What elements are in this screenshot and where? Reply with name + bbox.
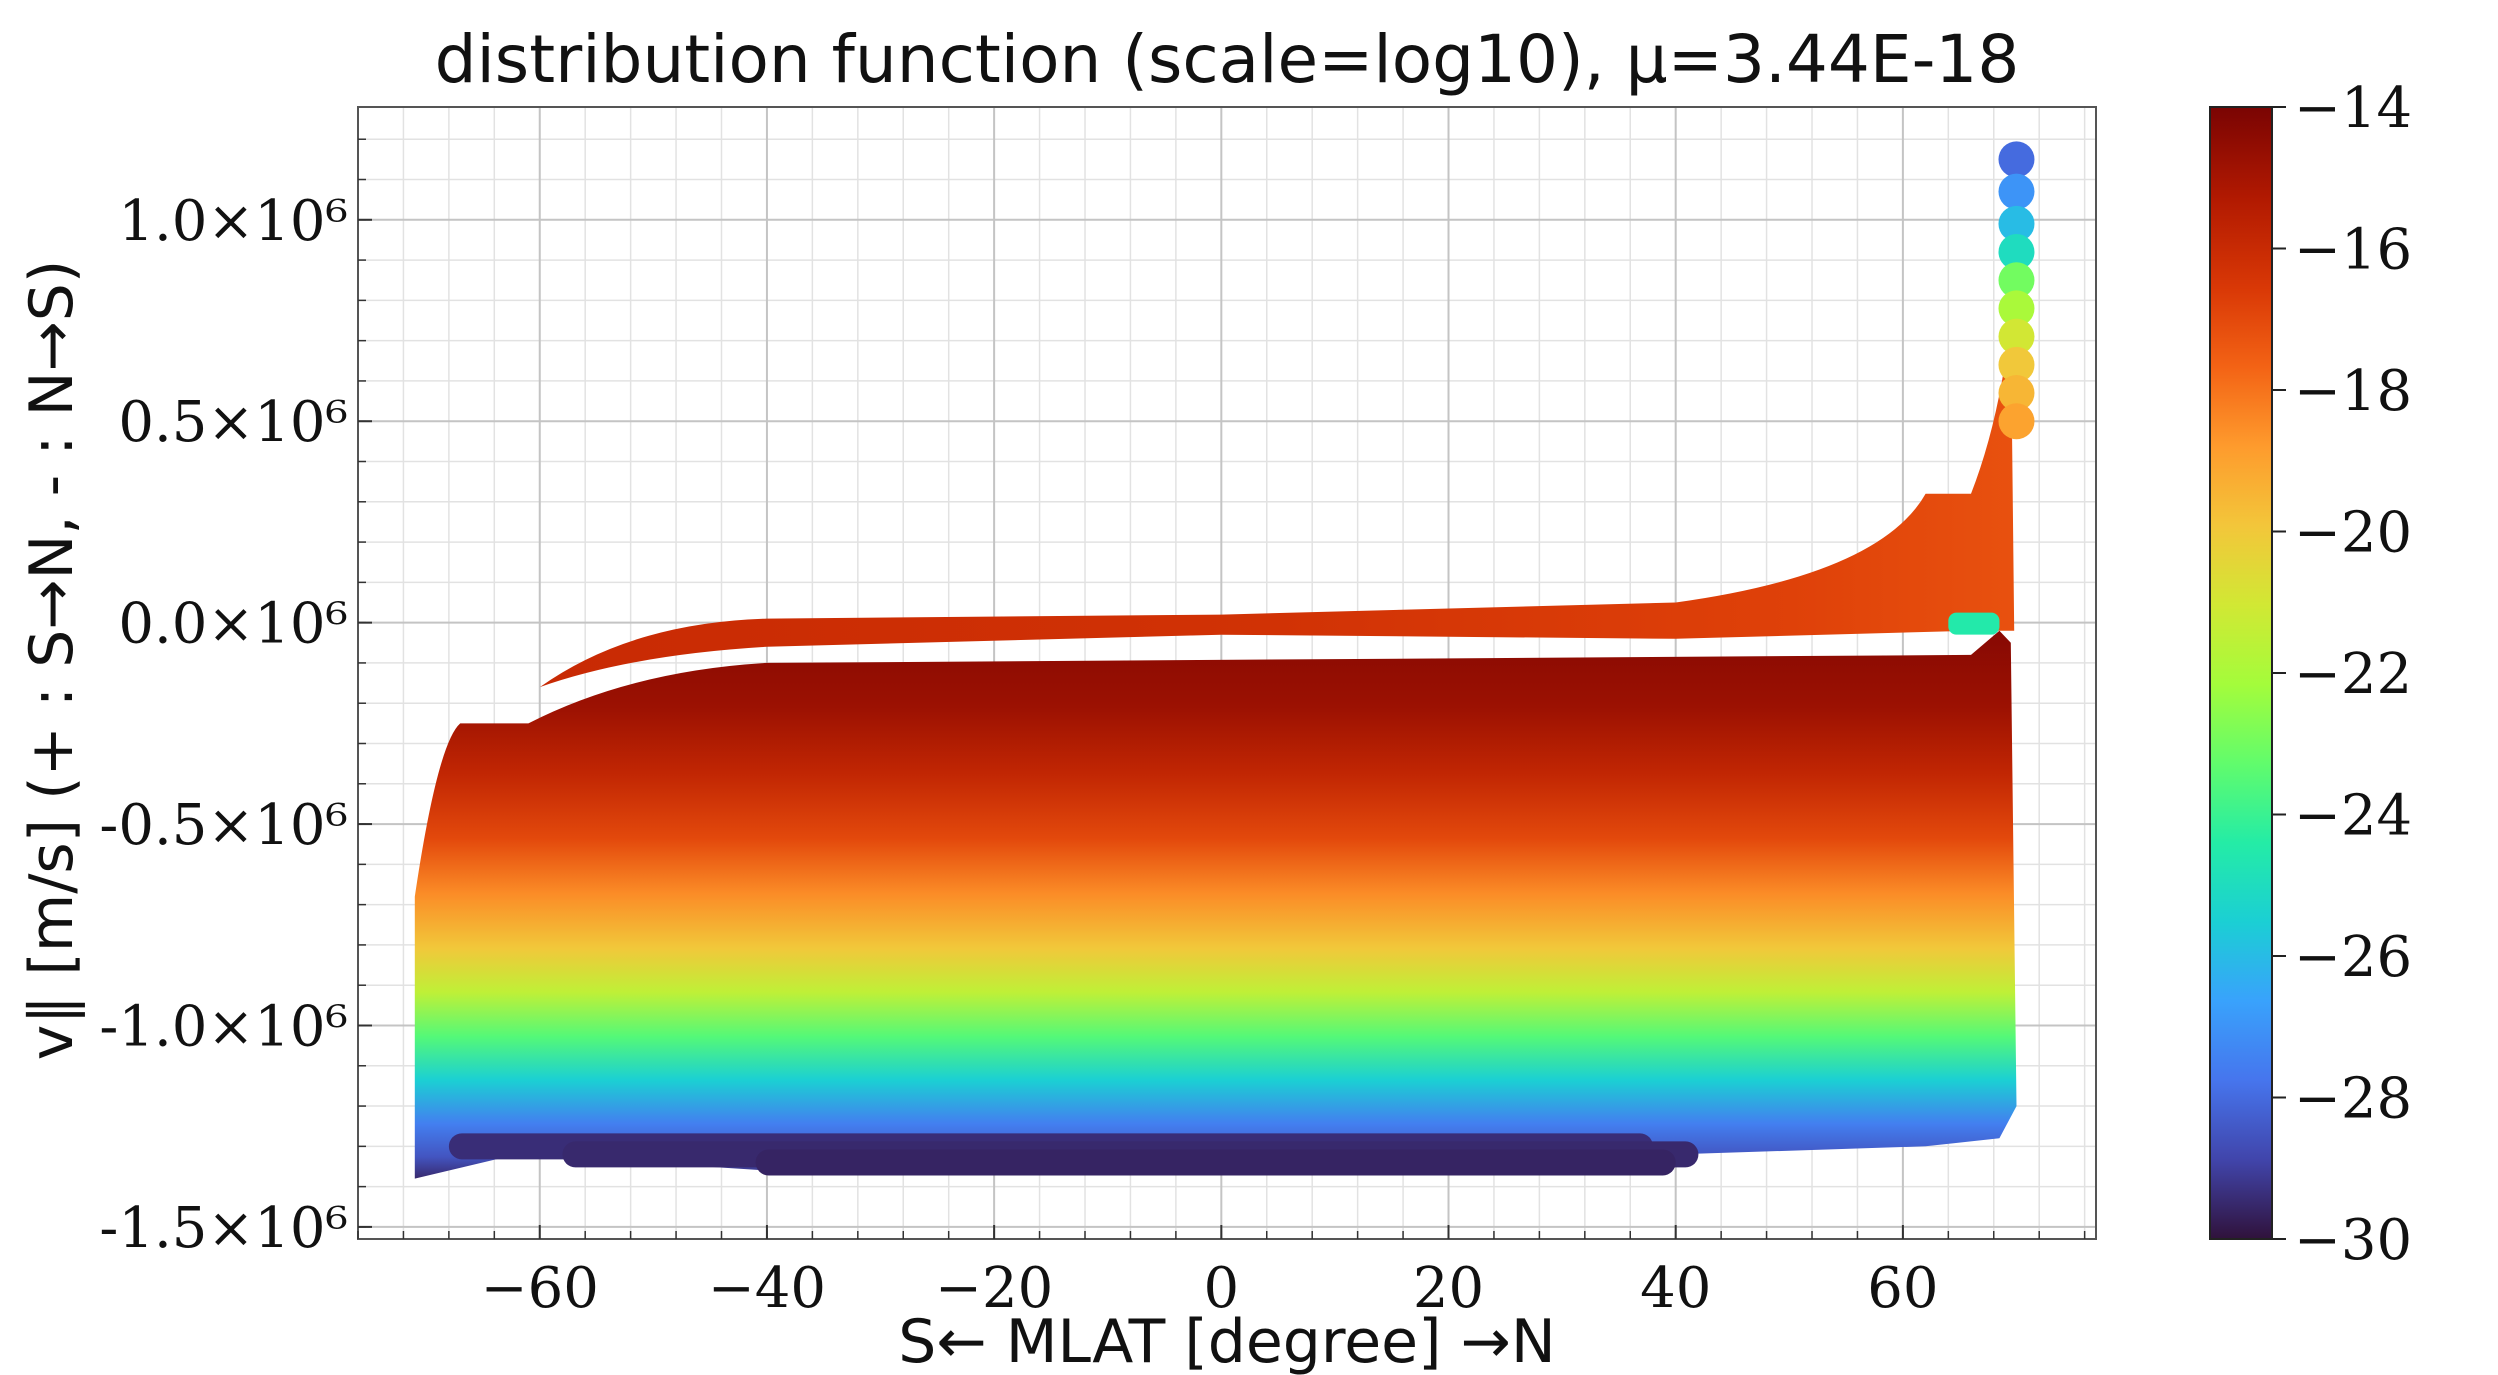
y-axis-ticks: -1.5×10⁶ -1.0×10⁶ -0.5×10⁶ 0.0×10⁶ 0.5×10⁶ 1.… [99, 138, 372, 1261]
colorbar-ticks: −14 −16 −18 −20 −22 −24 −26 −28 −30 [2272, 76, 2412, 1273]
y-axis-label: v∥ [m/s] (+ : S→N, - : N→S) [17, 260, 87, 1060]
colorbar-tick-label: −14 [2294, 76, 2412, 141]
x-axis-ticks: −60 −40 −20 0 20 40 60 [357, 1225, 2086, 1321]
colorbar-tick-label: −30 [2294, 1208, 2412, 1273]
colorbar-tick-label: −26 [2294, 925, 2412, 990]
y-tick-label: -0.5×10⁶ [99, 793, 348, 858]
tail-point [1998, 403, 2035, 440]
tail-point [1998, 318, 2035, 355]
colorbar-tick-label: −18 [2294, 359, 2412, 424]
x-tick-label: 0 [1204, 1256, 1240, 1321]
x-tick-label: −40 [708, 1256, 826, 1321]
tail-point [1998, 205, 2035, 242]
y-tick-label: 1.0×10⁶ [118, 189, 348, 254]
colorbar [2209, 106, 2273, 1240]
y-tick-label: 0.0×10⁶ [118, 592, 348, 657]
data-region [414, 320, 2017, 1179]
lower-band-region [414, 630, 2017, 1179]
colorbar-tick-label: −24 [2294, 784, 2412, 849]
tail-point [1998, 173, 2035, 210]
x-tick-label: 20 [1413, 1256, 1484, 1321]
tail-point [1998, 346, 2035, 383]
tail-point [1998, 290, 2035, 327]
colorbar-tick-label: −16 [2294, 218, 2412, 283]
colorbar-tick-label: −28 [2294, 1067, 2412, 1132]
upper-band-region [539, 320, 2015, 688]
x-tick-label: −20 [935, 1256, 1053, 1321]
y-tick-label: -1.0×10⁶ [99, 994, 348, 1059]
chart-title: distribution function (scale=log10), μ=3… [435, 21, 2020, 98]
tail-point [1998, 141, 2035, 178]
colorbar-tick-label: −20 [2294, 501, 2412, 566]
colorbar-tick-label: −22 [2294, 642, 2412, 707]
tail-points [1998, 141, 2035, 440]
tail-point [1998, 262, 2035, 299]
tail-point [1998, 234, 2035, 271]
x-tick-label: 40 [1640, 1256, 1711, 1321]
plot-frame [357, 106, 2097, 1240]
tail-point [1998, 375, 2035, 412]
y-tick-label: 0.5×10⁶ [118, 390, 348, 455]
x-tick-label: −60 [481, 1256, 599, 1321]
x-axis-label: S← MLAT [degree] →N [898, 1307, 1555, 1375]
x-tick-label: 60 [1867, 1256, 1938, 1321]
bottom-bar [755, 1149, 1676, 1176]
y-tick-label: -1.5×10⁶ [99, 1196, 348, 1261]
zero-strip [1948, 612, 2000, 635]
